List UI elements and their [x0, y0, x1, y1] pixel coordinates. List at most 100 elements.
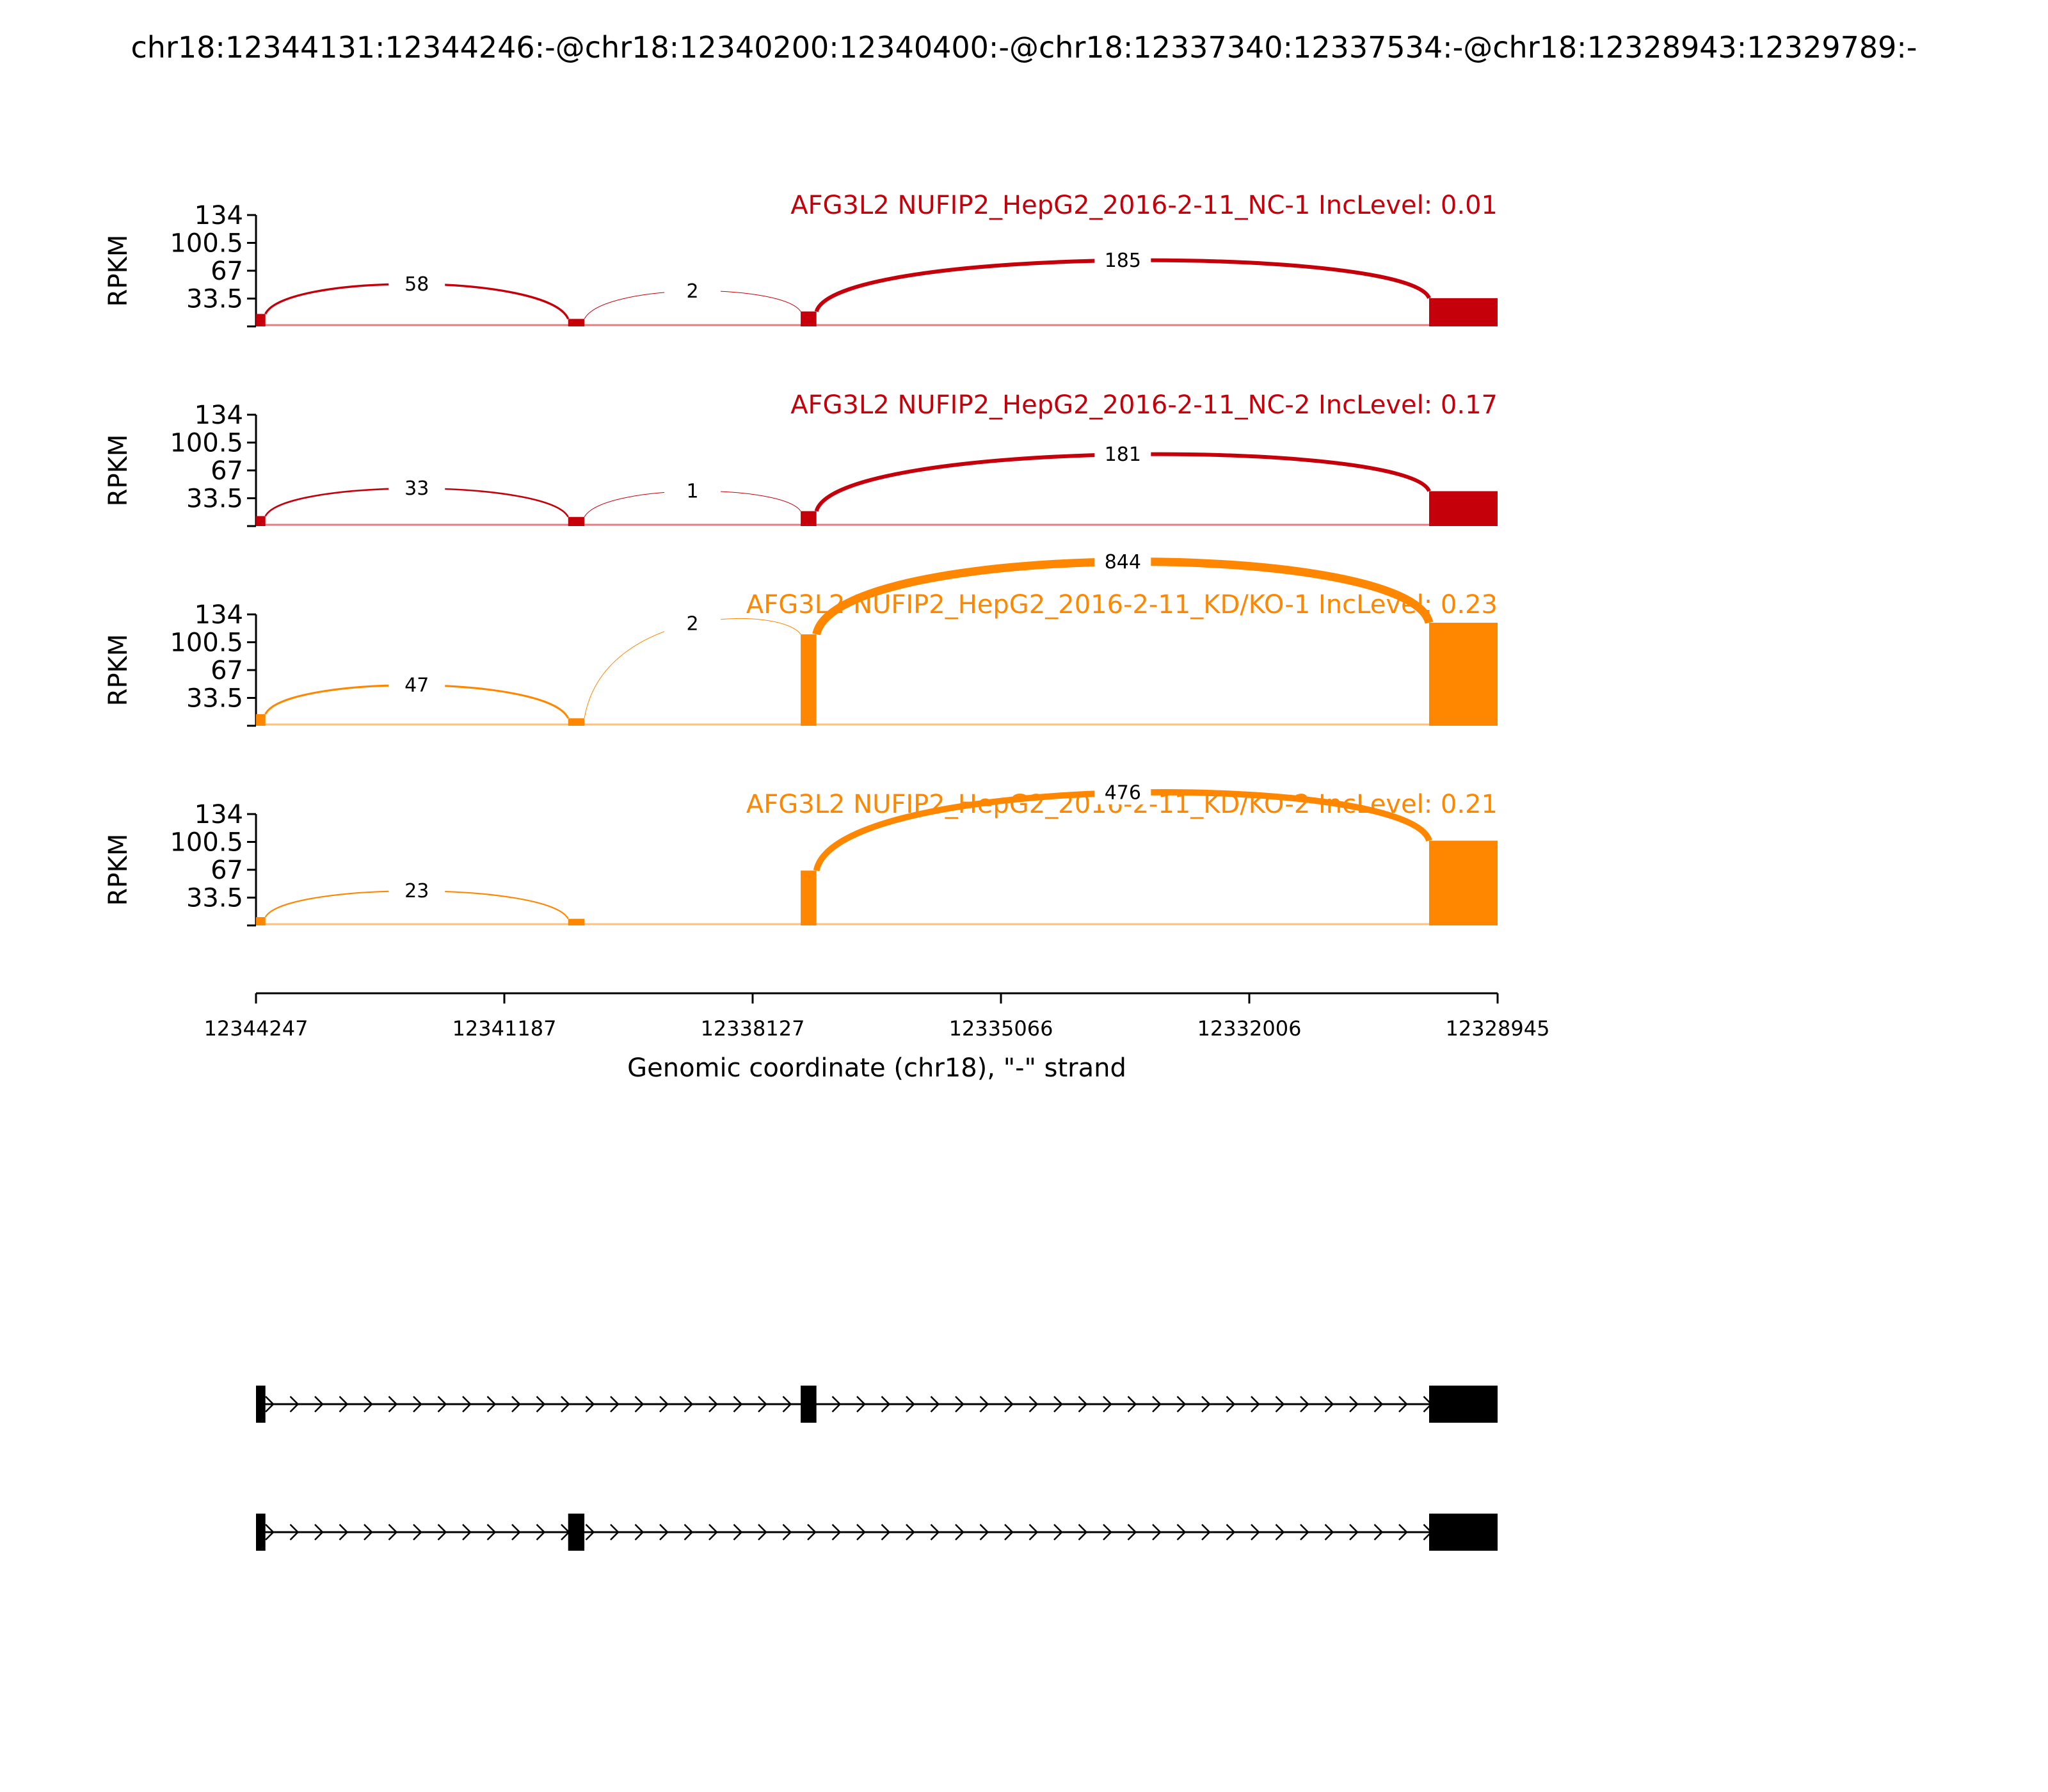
strand-chevron: [585, 1524, 595, 1540]
x-tick-label: 12344247: [204, 1016, 308, 1041]
junction-label-bg: [388, 672, 445, 697]
y-tick-label: 134: [195, 401, 243, 430]
coverage-bar: [568, 319, 585, 326]
junction-label: 185: [1105, 250, 1141, 272]
y-tick-label: 100.5: [170, 628, 243, 658]
junction-label-bg: [1094, 780, 1151, 804]
y-tick-label: 67: [211, 257, 243, 286]
exon-block: [801, 1386, 817, 1423]
junction-label: 476: [1105, 782, 1141, 804]
strand-chevron: [634, 1524, 644, 1540]
y-tick-label: 100.5: [170, 229, 243, 259]
junction-label-bg: [664, 478, 721, 503]
strand-chevron: [979, 1524, 989, 1540]
panel-label: AFG3L2 NUFIP2_HepG2_2016-2-11_NC-1 IncLe…: [790, 191, 1498, 220]
isoform: [256, 1386, 1498, 1423]
coverage-bar: [256, 714, 266, 726]
coverage-bar: [568, 516, 585, 526]
junction-label-bg: [388, 878, 445, 903]
strand-chevron: [1127, 1524, 1137, 1540]
strand-chevron: [979, 1396, 989, 1412]
strand-chevron: [1324, 1396, 1334, 1412]
strand-chevron: [1398, 1524, 1408, 1540]
strand-chevron: [930, 1396, 940, 1412]
strand-chevron: [585, 1396, 595, 1412]
junction-label: 844: [1105, 551, 1141, 573]
coverage-bar: [1428, 298, 1498, 326]
strand-chevron: [1004, 1524, 1014, 1540]
junction-label-bg: [1094, 247, 1151, 272]
strand-chevron: [364, 1524, 373, 1540]
strand-chevron: [1152, 1524, 1162, 1540]
junction-label: 23: [404, 880, 429, 902]
strand-chevron: [1028, 1396, 1039, 1412]
strand-chevron: [1373, 1524, 1384, 1540]
strand-chevron: [511, 1396, 521, 1412]
strand-chevron: [758, 1524, 767, 1540]
strand-chevron: [881, 1396, 891, 1412]
junction-label: 2: [687, 280, 699, 303]
strand-chevron: [684, 1524, 694, 1540]
coverage-bar: [256, 314, 266, 326]
strand-chevron: [1078, 1524, 1088, 1540]
strand-chevron: [1053, 1396, 1063, 1412]
strand-chevron: [511, 1524, 521, 1540]
strand-chevron: [413, 1396, 422, 1412]
strand-chevron: [339, 1396, 349, 1412]
strand-chevron: [758, 1396, 767, 1412]
strand-chevron: [413, 1524, 422, 1540]
coverage-bar: [1428, 840, 1498, 925]
strand-chevron: [462, 1524, 472, 1540]
strand-chevron: [1275, 1396, 1285, 1412]
strand-chevron: [1053, 1524, 1063, 1540]
isoform-track: [256, 1386, 1498, 1551]
y-tick-label: 134: [195, 201, 243, 230]
coverage-bar: [568, 918, 585, 925]
strand-chevron: [610, 1524, 620, 1540]
strand-chevron: [708, 1524, 718, 1540]
strand-chevron: [1028, 1524, 1039, 1540]
y-axis-title: RPKM: [104, 435, 133, 507]
y-axis-title: RPKM: [104, 834, 133, 906]
strand-chevron: [265, 1524, 275, 1540]
strand-chevron: [634, 1396, 644, 1412]
coverage-bar: [801, 311, 817, 326]
y-tick-label: 100.5: [170, 429, 243, 458]
junction-label: 58: [404, 273, 429, 296]
y-tick-label: 67: [211, 456, 243, 486]
strand-chevron: [1349, 1524, 1359, 1540]
strand-chevron: [659, 1524, 669, 1540]
strand-chevron: [289, 1524, 300, 1540]
strand-chevron: [314, 1524, 324, 1540]
coverage-bar: [801, 511, 817, 526]
junction-label: 33: [404, 477, 429, 500]
strand-chevron: [1103, 1396, 1112, 1412]
junction-label-bg: [388, 476, 445, 500]
strand-chevron: [388, 1396, 398, 1412]
strand-chevron: [659, 1396, 669, 1412]
strand-chevron: [1226, 1524, 1236, 1540]
exon-block: [256, 1514, 266, 1551]
strand-chevron: [733, 1524, 743, 1540]
strand-chevron: [486, 1524, 497, 1540]
strand-chevron: [289, 1396, 300, 1412]
strand-chevron: [1398, 1396, 1408, 1412]
y-axis-title: RPKM: [104, 634, 133, 707]
x-tick-label: 12332006: [1197, 1016, 1302, 1041]
junction-label-bg: [388, 271, 445, 296]
junction-label: 47: [404, 675, 429, 697]
strand-chevron: [314, 1396, 324, 1412]
y-tick-label: 100.5: [170, 828, 243, 858]
strand-chevron: [610, 1396, 620, 1412]
strand-chevron: [1251, 1524, 1260, 1540]
junction-label: 1: [687, 480, 699, 502]
strand-chevron: [1226, 1396, 1236, 1412]
strand-chevron: [684, 1396, 694, 1412]
strand-chevron: [1176, 1396, 1187, 1412]
strand-chevron: [1201, 1524, 1211, 1540]
strand-chevron: [1078, 1396, 1088, 1412]
exon-block: [256, 1386, 266, 1423]
